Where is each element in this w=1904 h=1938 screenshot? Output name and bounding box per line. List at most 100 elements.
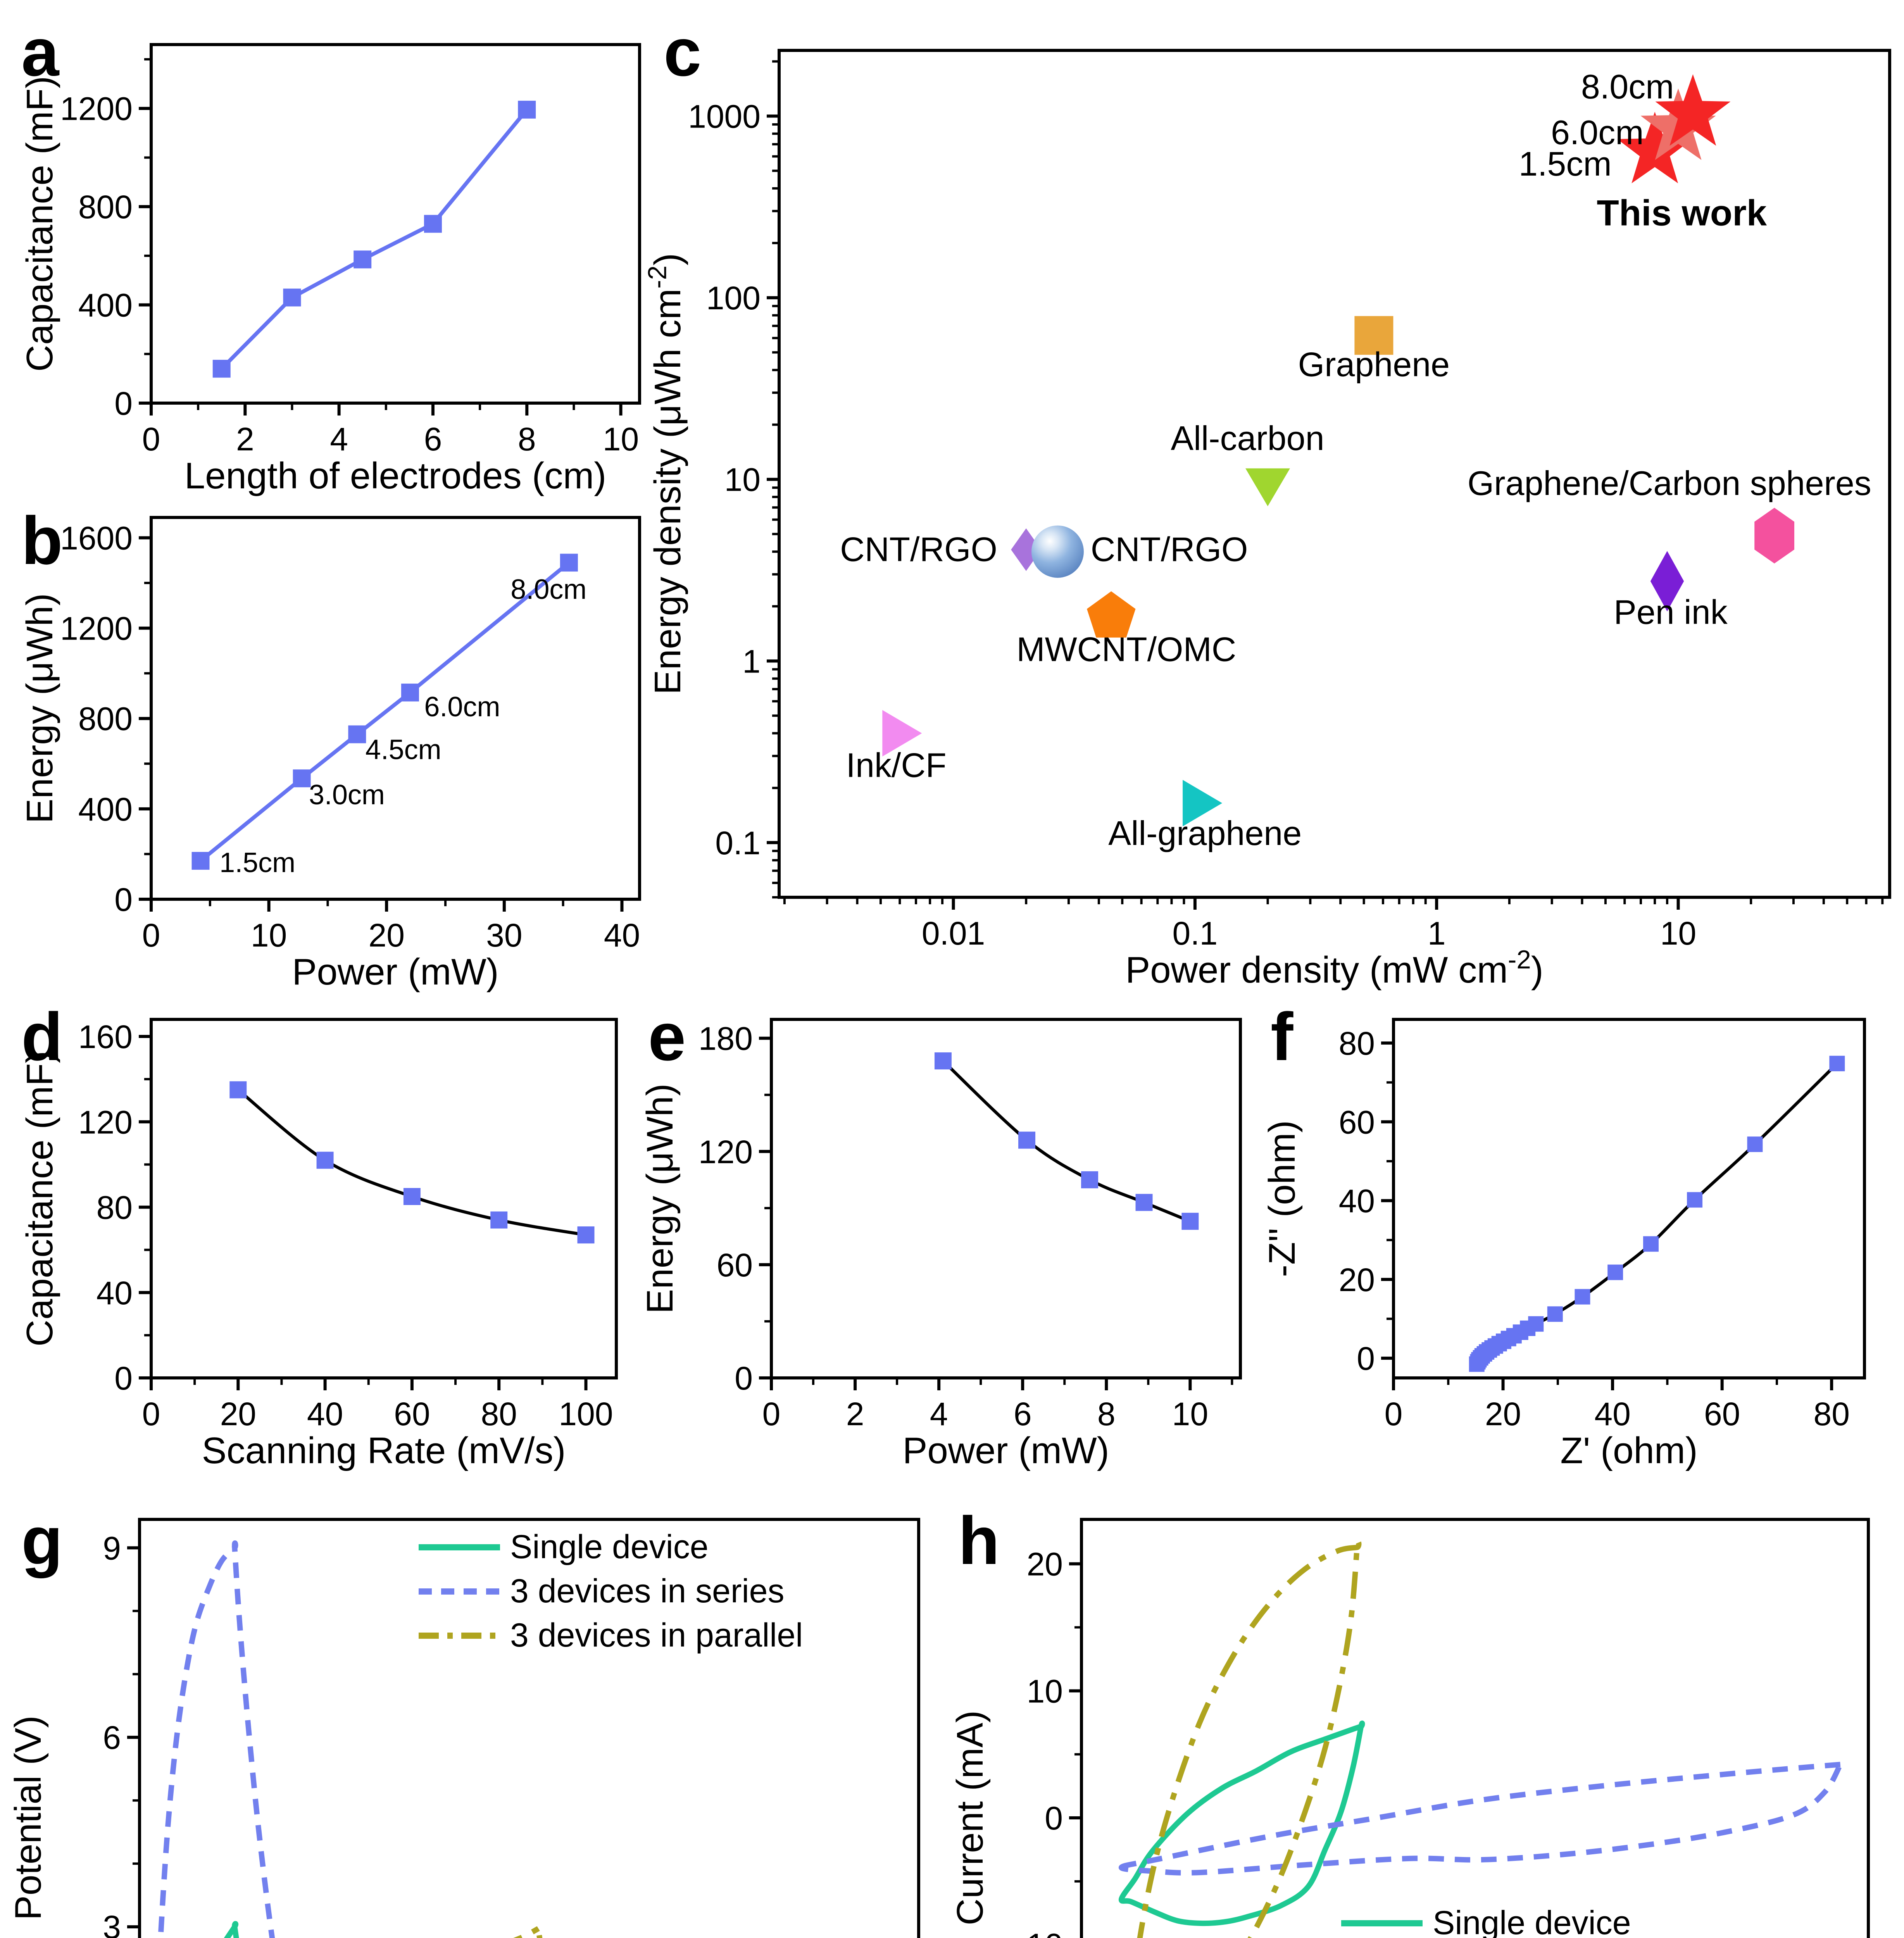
svg-text:10: 10 <box>603 421 639 457</box>
data-point <box>1018 1131 1036 1149</box>
svg-text:Single device: Single device <box>1433 1904 1631 1938</box>
svg-text:CNT/RGO: CNT/RGO <box>1091 530 1248 568</box>
panel-f-axes: 0 20 40 60 80 0 20 40 60 80 Z' (ohm) -Z'' (ohm) <box>1261 1018 1866 1471</box>
svg-text:0: 0 <box>142 1396 160 1432</box>
svg-text:1200: 1200 <box>60 91 133 127</box>
svg-text:Ink/CF: Ink/CF <box>846 746 947 784</box>
panel-g-legend: Single device 3 devices in series 3 device… <box>419 1528 803 1654</box>
svg-text:4: 4 <box>930 1396 948 1432</box>
svg-text:8: 8 <box>518 421 536 457</box>
mwcnt-omc <box>1087 591 1136 638</box>
data-point <box>1135 1194 1153 1211</box>
svg-text:180: 180 <box>698 1021 753 1057</box>
svg-text:20: 20 <box>369 917 405 953</box>
svg-text:3: 3 <box>103 1909 121 1938</box>
data-point <box>1607 1264 1623 1280</box>
svg-text:8.0cm: 8.0cm <box>510 574 586 605</box>
svg-text:0: 0 <box>735 1360 753 1397</box>
data-point <box>354 250 372 269</box>
svg-text:80: 80 <box>1339 1025 1375 1062</box>
svg-text:-Z'' (ohm): -Z'' (ohm) <box>1261 1120 1303 1277</box>
panel-g: g0400800120016000369Time (s)Potential (V… <box>7 1503 920 1938</box>
data-point <box>1643 1236 1659 1252</box>
svg-text:10: 10 <box>1172 1396 1208 1432</box>
svg-text:6: 6 <box>103 1719 121 1756</box>
svg-text:2: 2 <box>846 1396 864 1432</box>
svg-text:10: 10 <box>251 917 287 953</box>
data-point <box>1747 1136 1763 1152</box>
svg-text:g: g <box>21 1503 63 1579</box>
svg-text:CNT/RGO: CNT/RGO <box>840 530 997 568</box>
series-nyquist <box>1469 1055 1845 1372</box>
data-point <box>490 1211 508 1229</box>
svg-text:1600: 1600 <box>60 520 133 556</box>
svg-text:0: 0 <box>142 917 160 953</box>
svg-text:0.1: 0.1 <box>715 825 761 861</box>
series-comparison-points <box>882 74 1795 827</box>
svg-text:800: 800 <box>78 701 133 737</box>
svg-text:60: 60 <box>1704 1396 1740 1432</box>
svg-text:b: b <box>21 503 63 579</box>
svg-text:Power density (mW cm-2): Power density (mW cm-2) <box>1125 945 1544 991</box>
svg-text:Z' (ohm): Z' (ohm) <box>1560 1430 1697 1471</box>
series-capacitance-vs-scanrate <box>229 1081 595 1244</box>
panel-c: c 0.01 0.1 1 10 0.1 1 10 100 1000 Power density (m… <box>643 15 1891 991</box>
svg-text:Graphene: Graphene <box>1298 345 1450 383</box>
svg-text:10: 10 <box>724 462 761 498</box>
svg-text:Energy (μWh): Energy (μWh) <box>639 1083 681 1314</box>
svg-text:6: 6 <box>1014 1396 1032 1432</box>
svg-text:1000: 1000 <box>688 98 761 135</box>
svg-text:100: 100 <box>559 1396 613 1432</box>
svg-text:40: 40 <box>1339 1183 1375 1219</box>
svg-text:a: a <box>21 15 60 90</box>
svg-text:0.01: 0.01 <box>922 915 985 952</box>
svg-text:1: 1 <box>1428 915 1446 952</box>
svg-text:d: d <box>21 999 63 1075</box>
series-capacitance-vs-length <box>212 100 536 378</box>
svg-text:1.5cm: 1.5cm <box>219 847 295 878</box>
graphene-carbon-spheres <box>1754 508 1795 564</box>
panel-c-axes: 0.01 0.1 1 10 0.1 1 10 100 1000 Power density (mW… <box>643 49 1891 991</box>
svg-text:160: 160 <box>78 1019 133 1055</box>
svg-text:3 devices in parallel: 3 devices in parallel <box>510 1617 803 1654</box>
panel-e-axes: 0 2 4 6 8 10 0 60 120 180 Power (mW) Energy (μWh) <box>639 1018 1242 1471</box>
ink-cf <box>882 710 922 757</box>
svg-text:6: 6 <box>424 421 442 457</box>
svg-text:Potential (V): Potential (V) <box>7 1716 49 1920</box>
pen-ink <box>1650 551 1684 612</box>
series-gcd-single <box>224 1921 239 1938</box>
svg-text:10: 10 <box>1660 915 1696 952</box>
legend-item-1: 3 devices in series <box>419 1572 784 1610</box>
all-carbon <box>1245 468 1290 507</box>
svg-text:0: 0 <box>114 385 133 422</box>
svg-text:40: 40 <box>604 917 640 953</box>
data-point <box>229 1081 247 1098</box>
svg-text:40: 40 <box>1594 1396 1630 1432</box>
data-point <box>348 725 366 743</box>
all-graphene <box>1183 780 1223 827</box>
svg-text:0: 0 <box>142 421 160 457</box>
svg-text:40: 40 <box>97 1275 133 1311</box>
svg-text:3.0cm: 3.0cm <box>309 779 385 810</box>
panel-h: h0369-20-1001020Potential (V)Current (mA… <box>949 1503 1870 1938</box>
svg-text:-10: -10 <box>1016 1927 1063 1938</box>
legend-item-0: Single device <box>1341 1904 1631 1938</box>
svg-text:Scanning Rate (mV/s): Scanning Rate (mV/s) <box>202 1430 566 1471</box>
data-point <box>191 852 210 870</box>
svg-text:20: 20 <box>1339 1262 1375 1298</box>
svg-text:0.1: 0.1 <box>1173 915 1218 952</box>
legend-item-0: Single device <box>419 1528 709 1566</box>
series-cv-parallel <box>1137 1539 1362 1938</box>
data-point <box>424 215 442 233</box>
svg-text:Capacitance (mF): Capacitance (mF) <box>19 1051 60 1347</box>
svg-text:20: 20 <box>1485 1396 1521 1432</box>
svg-text:6.0cm: 6.0cm <box>1551 113 1644 152</box>
data-point <box>283 288 301 307</box>
svg-text:f: f <box>1271 999 1293 1075</box>
data-point <box>1687 1192 1703 1208</box>
svg-text:e: e <box>648 999 686 1075</box>
panel-b-annotations: 1.5cm 3.0cm 4.5cm 6.0cm 8.0cm <box>219 574 586 878</box>
svg-text:40: 40 <box>307 1396 343 1432</box>
panel-h-axes: 0369-20-1001020Potential (V)Current (mA) <box>949 1518 1870 1938</box>
